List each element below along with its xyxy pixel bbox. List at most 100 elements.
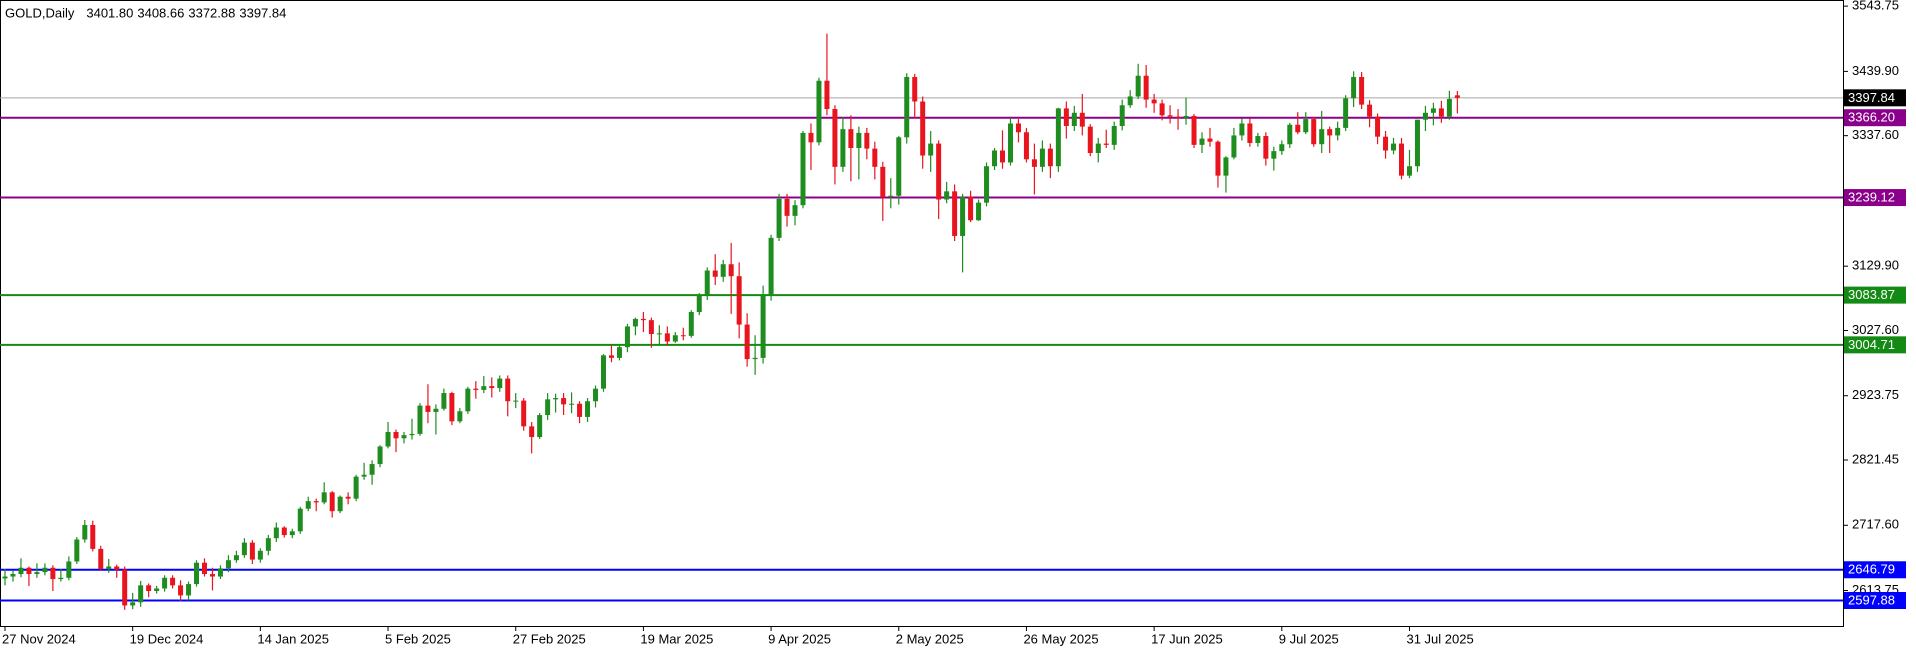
candles [2,33,1460,610]
price-level-box [1844,286,1906,304]
candle-body [1438,108,1444,117]
candle-body [1295,124,1301,133]
candle-body [106,566,112,570]
price-level-box [1844,109,1906,127]
candle-body [896,137,902,196]
candle-body [1287,124,1293,145]
candle-body [1023,132,1029,160]
candle-body [417,405,423,434]
candle-body [840,129,846,167]
candle-body [297,508,303,532]
candle-body [1007,123,1013,163]
candle-body [385,432,391,447]
candle-body [1231,135,1237,158]
candle-body [1039,148,1045,167]
header-value: 3372.88 [188,5,235,20]
candle-body [82,525,88,540]
candle-body [18,567,24,575]
candle-body [1183,115,1189,118]
candle-body [1063,108,1069,126]
candle-body [984,166,990,203]
header-value: 3401.80 [86,5,133,20]
candle-body [433,408,439,412]
candle-body [553,398,559,400]
price-level-label: 2597.88 [1848,592,1895,607]
price-level-label: 3366.20 [1848,110,1895,125]
candle-body [1351,76,1357,99]
candle-body [784,198,790,216]
candle-body [608,355,614,358]
candle-body [1263,136,1269,159]
candle-body [944,191,950,200]
candle-body [521,400,527,427]
candle-body [170,577,176,586]
x-tick-label: 14 Jan 2025 [257,631,329,646]
candle-body [624,326,630,348]
candle-body [74,539,80,562]
candle-body [1247,123,1253,143]
candle-body [800,132,806,206]
candle-body [329,492,335,512]
candle-body [1343,98,1349,128]
candle-body [1367,104,1373,117]
candle-body [632,318,638,327]
candle-body [26,567,32,575]
candle-body [465,388,471,412]
candle-body [1430,108,1436,113]
candle-body [856,132,862,148]
candle-body [1000,150,1005,163]
candle-body [473,388,479,390]
candle-body [202,562,207,575]
candle-body [441,393,447,409]
candle-body [249,542,255,560]
candle-body [90,525,96,549]
x-tick-label: 9 Apr 2025 [768,631,831,646]
price-level-box [1844,592,1906,609]
candle-body [489,386,495,389]
candle-body [1175,116,1181,118]
candle-body [1422,112,1428,120]
y-tick-label: 2821.45 [1852,451,1899,466]
x-tick-label: 9 Jul 2025 [1279,631,1339,646]
candle-body [824,80,830,110]
candle-body [265,538,271,551]
candle-body [1079,112,1085,127]
candle-body [401,435,407,439]
candle-body [537,415,543,438]
candle-body [233,555,239,561]
y-tick-label: 2717.60 [1852,517,1899,532]
candle-body [505,378,511,402]
candle-body [481,386,487,390]
candle-body [688,311,694,336]
candle-body [1151,99,1157,104]
candle-body [281,527,287,536]
x-tick-label: 27 Feb 2025 [513,631,586,646]
candle-body [816,80,822,143]
candle-body [704,270,710,296]
candle-body [257,550,263,560]
candle-body [593,388,599,402]
candle-body [369,464,375,475]
candle-body [98,548,104,570]
candle-body [720,264,726,277]
candle-body [337,496,343,512]
candle-body [1271,151,1277,159]
candle-body [34,572,40,575]
candle-body [1127,96,1133,106]
candle-body [728,264,734,277]
candle-body [601,355,606,389]
candle-body [808,132,814,143]
candle-body [1135,75,1141,97]
candle-body [1095,143,1101,154]
candle-body [1087,126,1093,154]
y-tick-label: 3439.90 [1852,63,1899,78]
price-level-label: 2646.79 [1848,562,1895,577]
candle-body [561,398,567,405]
candle-body [616,347,622,358]
candle-body [353,476,359,499]
candle-body [1047,148,1053,167]
candle-body [1414,119,1420,167]
candle-body [1399,143,1404,176]
